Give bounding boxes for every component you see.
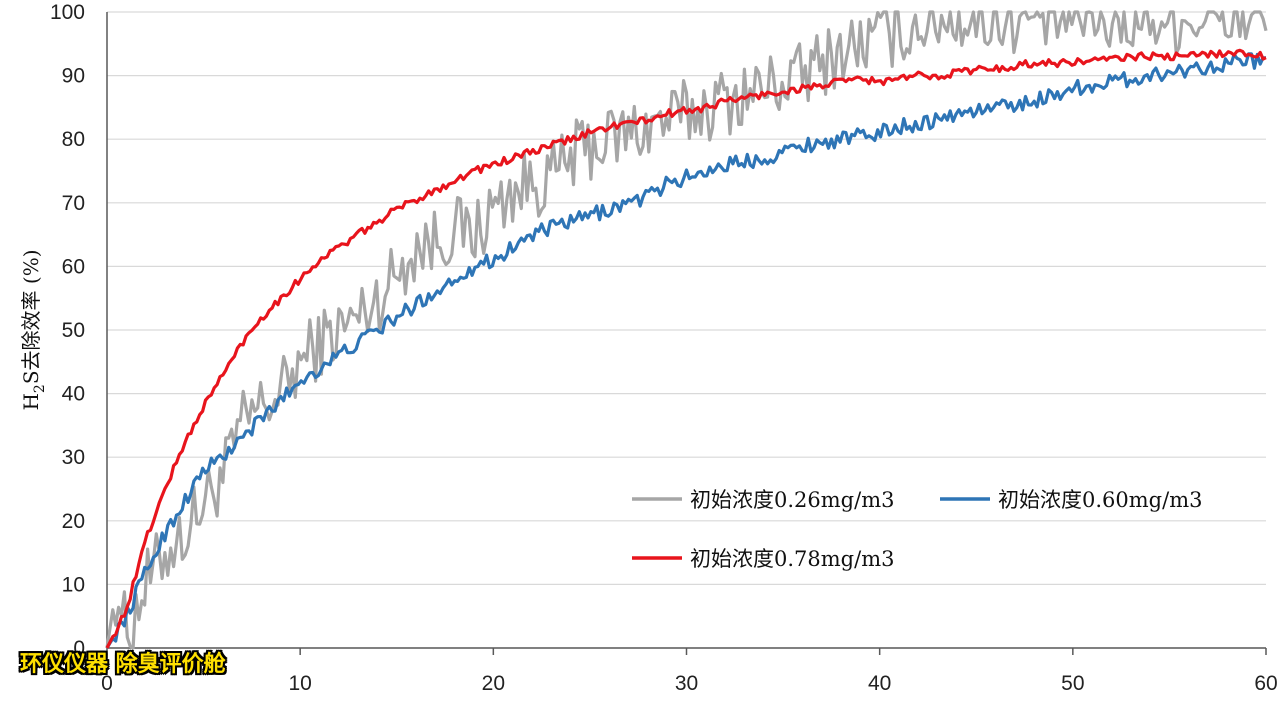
x-tick-label-10: 10 xyxy=(288,672,311,695)
y-tick-label-30: 30 xyxy=(62,446,85,469)
y-tick-label-20: 20 xyxy=(62,510,85,533)
legend-label-3: 初始浓度0.78mg/m3 xyxy=(690,547,894,571)
y-tick-label-40: 40 xyxy=(62,383,85,406)
y-tick-label-90: 90 xyxy=(62,65,85,88)
x-tick-labels: 0 10 20 30 40 50 60 xyxy=(101,672,1278,695)
y-tick-labels: 0 10 20 30 40 50 60 70 80 90 100 xyxy=(50,1,85,660)
watermark-text: 环仪仪器 除臭评价舱 xyxy=(20,652,226,677)
legend: 初始浓度0.26mg/m3 初始浓度0.60mg/m3 初始浓度0.78mg/m3 xyxy=(632,488,1202,571)
legend-label-2: 初始浓度0.60mg/m3 xyxy=(998,488,1202,512)
y-tick-label-10: 10 xyxy=(62,573,85,596)
x-tick-label-60: 60 xyxy=(1254,672,1277,695)
y-tick-label-100: 100 xyxy=(50,1,85,24)
y-axis-label: H2S去除效率 (%) xyxy=(19,249,48,410)
series-line-1 xyxy=(105,10,1268,650)
x-tick-label-40: 40 xyxy=(868,672,891,695)
x-tick-label-50: 50 xyxy=(1061,672,1084,695)
y-tick-label-70: 70 xyxy=(62,192,85,215)
gridlines xyxy=(107,11,1266,649)
y-tick-label-0: 0 xyxy=(73,637,85,660)
legend-label-1: 初始浓度0.26mg/m3 xyxy=(690,488,894,512)
y-tick-label-60: 60 xyxy=(62,255,85,278)
y-tick-label-80: 80 xyxy=(62,128,85,151)
x-tick-label-0: 0 xyxy=(101,672,113,695)
y-tick-label-50: 50 xyxy=(62,319,85,342)
x-tick-label-30: 30 xyxy=(675,672,698,695)
series-line-3 xyxy=(105,48,1267,649)
series-line-2 xyxy=(105,52,1266,649)
axes xyxy=(106,12,1267,655)
series-lines xyxy=(105,10,1268,650)
x-tick-label-20: 20 xyxy=(482,672,505,695)
